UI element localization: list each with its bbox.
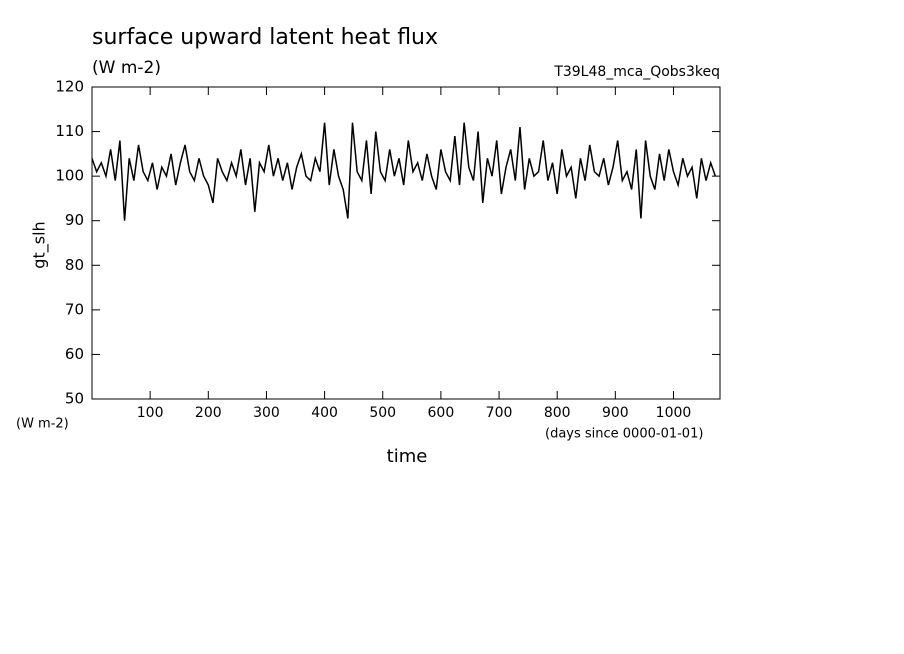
y-tick-label: 60 xyxy=(65,345,84,363)
x-tick-label: 600 xyxy=(428,405,455,421)
x-tick-label: 300 xyxy=(253,405,280,421)
y-axis-label: gt_slh xyxy=(30,221,50,268)
plot-frame xyxy=(91,86,721,400)
y-tick-label: 120 xyxy=(55,78,84,96)
x-tick-label: 200 xyxy=(195,405,222,421)
x-units: (days since 0000-01-01) xyxy=(545,427,703,442)
y-tick-label: 80 xyxy=(65,256,84,274)
y-tick-label: 50 xyxy=(65,390,84,408)
x-tick-label: 500 xyxy=(369,405,396,421)
chart-subtitle: (W m-2) xyxy=(92,58,161,78)
run-label: T39L48_mca_Qobs3keq xyxy=(553,64,720,80)
x-tick-label: 100 xyxy=(137,405,164,421)
y-tick-label: 100 xyxy=(55,167,84,185)
data-line xyxy=(91,122,717,221)
chart-title: surface upward latent heat flux xyxy=(92,25,438,50)
x-tick-label: 1000 xyxy=(656,405,692,421)
x-tick-label: 700 xyxy=(486,405,513,421)
y-tick-label: 70 xyxy=(65,300,84,318)
y-tick-label: 90 xyxy=(65,211,84,229)
y-units: (W m-2) xyxy=(16,417,69,432)
x-tick-label: 400 xyxy=(311,405,338,421)
y-tick-label: 110 xyxy=(55,122,84,140)
x-tick-label: 900 xyxy=(602,405,629,421)
x-tick-label: 800 xyxy=(544,405,571,421)
x-axis-label: time xyxy=(387,446,428,467)
